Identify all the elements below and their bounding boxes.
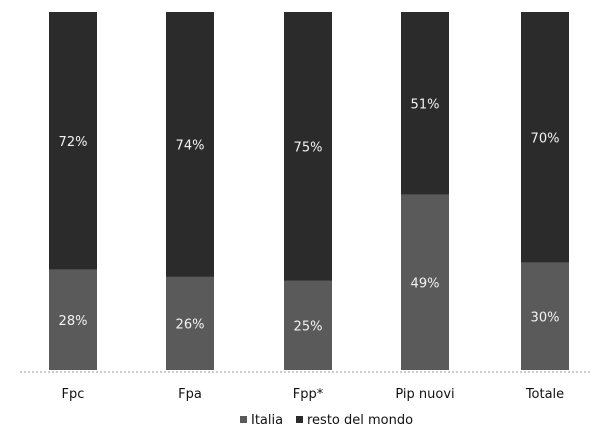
data-label-totale-resto-del-mondo: 70%	[531, 131, 560, 146]
x-tick-label-totale: Totale	[525, 387, 564, 402]
bar-fpc-italia	[49, 269, 97, 370]
data-label-fpc-resto-del-mondo: 72%	[59, 135, 88, 150]
data-label-pip-nuovi-italia: 49%	[411, 276, 440, 291]
bar-fpa-italia	[166, 276, 214, 370]
data-label-totale-italia: 30%	[531, 310, 560, 325]
x-tick-label-fpa: Fpa	[178, 387, 202, 402]
data-label-fpp-italia: 25%	[294, 319, 323, 334]
data-label-fpp-resto-del-mondo: 75%	[294, 140, 323, 155]
x-tick-label-fpc: Fpc	[62, 387, 85, 402]
x-tick-label-fpp: Fpp*	[293, 387, 324, 402]
bar-fpc-resto-del-mondo	[49, 12, 97, 270]
bar-fpp-italia	[284, 280, 332, 370]
data-label-pip-nuovi-resto-del-mondo: 51%	[411, 97, 440, 112]
legend-label-resto-del-mondo: resto del mondo	[307, 413, 413, 428]
data-label-fpa-italia: 26%	[176, 317, 205, 332]
data-label-fpc-italia: 28%	[59, 314, 88, 329]
legend-swatch-resto-del-mondo	[296, 416, 303, 423]
legend-label-italia: Italia	[251, 413, 283, 428]
data-label-fpa-resto-del-mondo: 74%	[176, 138, 205, 153]
bar-totale-resto-del-mondo	[521, 12, 569, 263]
legend-swatch-italia	[240, 416, 247, 423]
bars-group: 28% 72% 26% 74% 25% 75% 49% 51% 30% 70%	[49, 12, 569, 370]
bar-fpa-resto-del-mondo	[166, 12, 214, 277]
x-axis-ticks: Fpc Fpa Fpp* Pip nuovi Totale	[62, 387, 565, 402]
bar-pip-nuovi-italia	[401, 194, 449, 370]
legend: Italia resto del mondo	[240, 413, 413, 428]
bar-totale-italia	[521, 262, 569, 370]
bar-fpp-resto-del-mondo	[284, 12, 332, 281]
bar-pip-nuovi-resto-del-mondo	[401, 12, 449, 195]
x-tick-label-pip-nuovi: Pip nuovi	[395, 387, 454, 402]
